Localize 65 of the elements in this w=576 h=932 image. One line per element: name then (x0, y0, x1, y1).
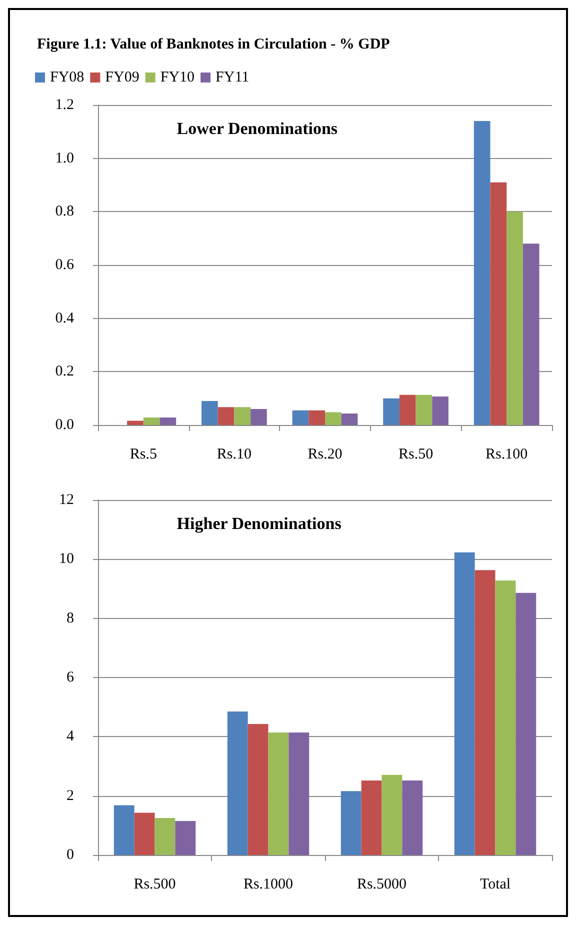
bar (383, 398, 400, 425)
bar (248, 724, 268, 855)
y-tick-label: 4 (66, 728, 74, 745)
bar (474, 570, 496, 855)
bar (325, 412, 342, 425)
bar (292, 410, 309, 425)
bar (490, 182, 507, 425)
bar (522, 244, 540, 425)
y-tick-label: 2 (66, 788, 74, 804)
x-tick-label: Rs.1000 (243, 876, 294, 892)
y-tick-label: 1.2 (55, 97, 74, 113)
bar (202, 401, 218, 425)
bar (308, 410, 325, 425)
annotation: Lower Denominations (176, 119, 338, 138)
bar (134, 812, 155, 855)
y-tick-label: 1.0 (55, 150, 74, 166)
x-tick-label: Rs.50 (398, 446, 434, 462)
y-tick-label: 6 (66, 670, 74, 686)
annotation: Higher Denominations (176, 514, 342, 533)
bar (250, 409, 267, 425)
bar (288, 732, 310, 855)
bar (341, 414, 358, 425)
bar (516, 592, 536, 855)
bar (114, 805, 134, 855)
bar (268, 732, 289, 855)
x-tick-label: Total (480, 876, 511, 892)
bar (227, 712, 248, 855)
y-tick-label: 0.2 (55, 364, 74, 380)
y-tick-label: 0.4 (55, 310, 74, 326)
chart-title: Figure 1.1: Value of Banknotes in Circulation - % GDP (37, 36, 390, 52)
y-tick-label: 0.6 (55, 257, 74, 273)
bar (175, 820, 196, 855)
x-tick-label: Rs.500 (134, 876, 176, 892)
bar (495, 580, 516, 855)
bar (454, 552, 475, 855)
y-tick-label: 0.8 (55, 204, 74, 220)
bar (127, 420, 144, 425)
bar (402, 780, 423, 855)
bar (340, 791, 362, 855)
bar (416, 394, 432, 425)
legend-label: FY10 (160, 70, 195, 86)
y-tick-label: 12 (59, 492, 74, 508)
bar (143, 418, 160, 425)
y-tick-label: 10 (59, 551, 74, 568)
x-tick-label: Rs.5000 (356, 876, 407, 892)
bar (154, 818, 176, 855)
bar (160, 418, 176, 425)
y-tick-label: 8 (66, 610, 74, 626)
bar (506, 212, 523, 425)
bar (432, 396, 448, 425)
bar (382, 774, 402, 855)
x-tick-label: Rs.20 (308, 446, 342, 462)
x-tick-label: Rs.5 (130, 446, 157, 462)
bar (361, 780, 382, 855)
bar (399, 394, 416, 425)
legend-label: FY09 (105, 70, 140, 86)
bar (234, 407, 251, 425)
legend-label: FY08 (50, 70, 84, 86)
bar (474, 121, 490, 425)
x-tick-label: Rs.10 (216, 446, 252, 462)
bar (218, 407, 234, 425)
y-tick-label: 0.0 (55, 417, 74, 433)
x-tick-label: Rs.100 (486, 446, 528, 462)
y-tick-label: 0 (66, 847, 74, 863)
legend-label: FY11 (216, 70, 250, 86)
